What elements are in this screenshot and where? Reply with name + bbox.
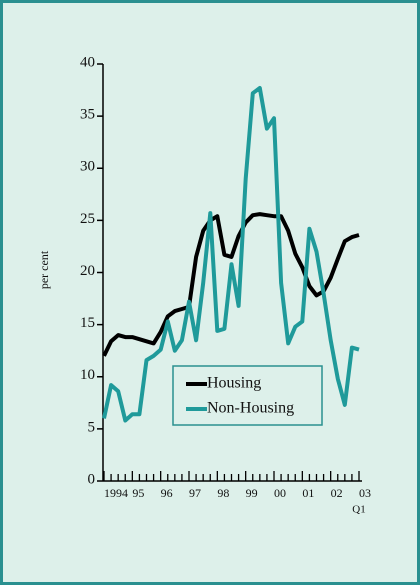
y-tick-label: 35 [80, 107, 95, 123]
legend-label: Non-Housing [207, 400, 294, 417]
y-axis-label: per cent [37, 250, 51, 289]
line-series [102, 86, 360, 423]
x-tick-label: 00 [274, 486, 286, 500]
line-series [102, 212, 360, 357]
y-tick-label: 5 [88, 419, 96, 435]
y-tick-label: 15 [80, 315, 95, 331]
x-tick-label: 96 [161, 486, 173, 500]
legend-label: Housing [207, 375, 261, 392]
y-tick-label: 25 [80, 211, 95, 227]
x-annotation: Q1 [352, 504, 365, 516]
x-tick-label: 97 [189, 486, 201, 500]
y-tick-label: 30 [80, 159, 95, 175]
x-tick-label: 02 [331, 486, 343, 500]
y-tick-label: 10 [80, 367, 95, 383]
legend-box [172, 365, 323, 426]
x-tick-label: 03 [359, 486, 371, 500]
x-tick-label: 95 [132, 486, 144, 500]
y-tick-label: 40 [80, 54, 95, 70]
x-tick-label: 01 [302, 486, 314, 500]
x-tick-label: 99 [246, 486, 258, 500]
x-tick-label: 1994 [104, 486, 128, 500]
y-tick-label: 0 [88, 471, 96, 487]
x-tick-label: 98 [217, 486, 229, 500]
y-tick-label: 20 [80, 263, 95, 279]
